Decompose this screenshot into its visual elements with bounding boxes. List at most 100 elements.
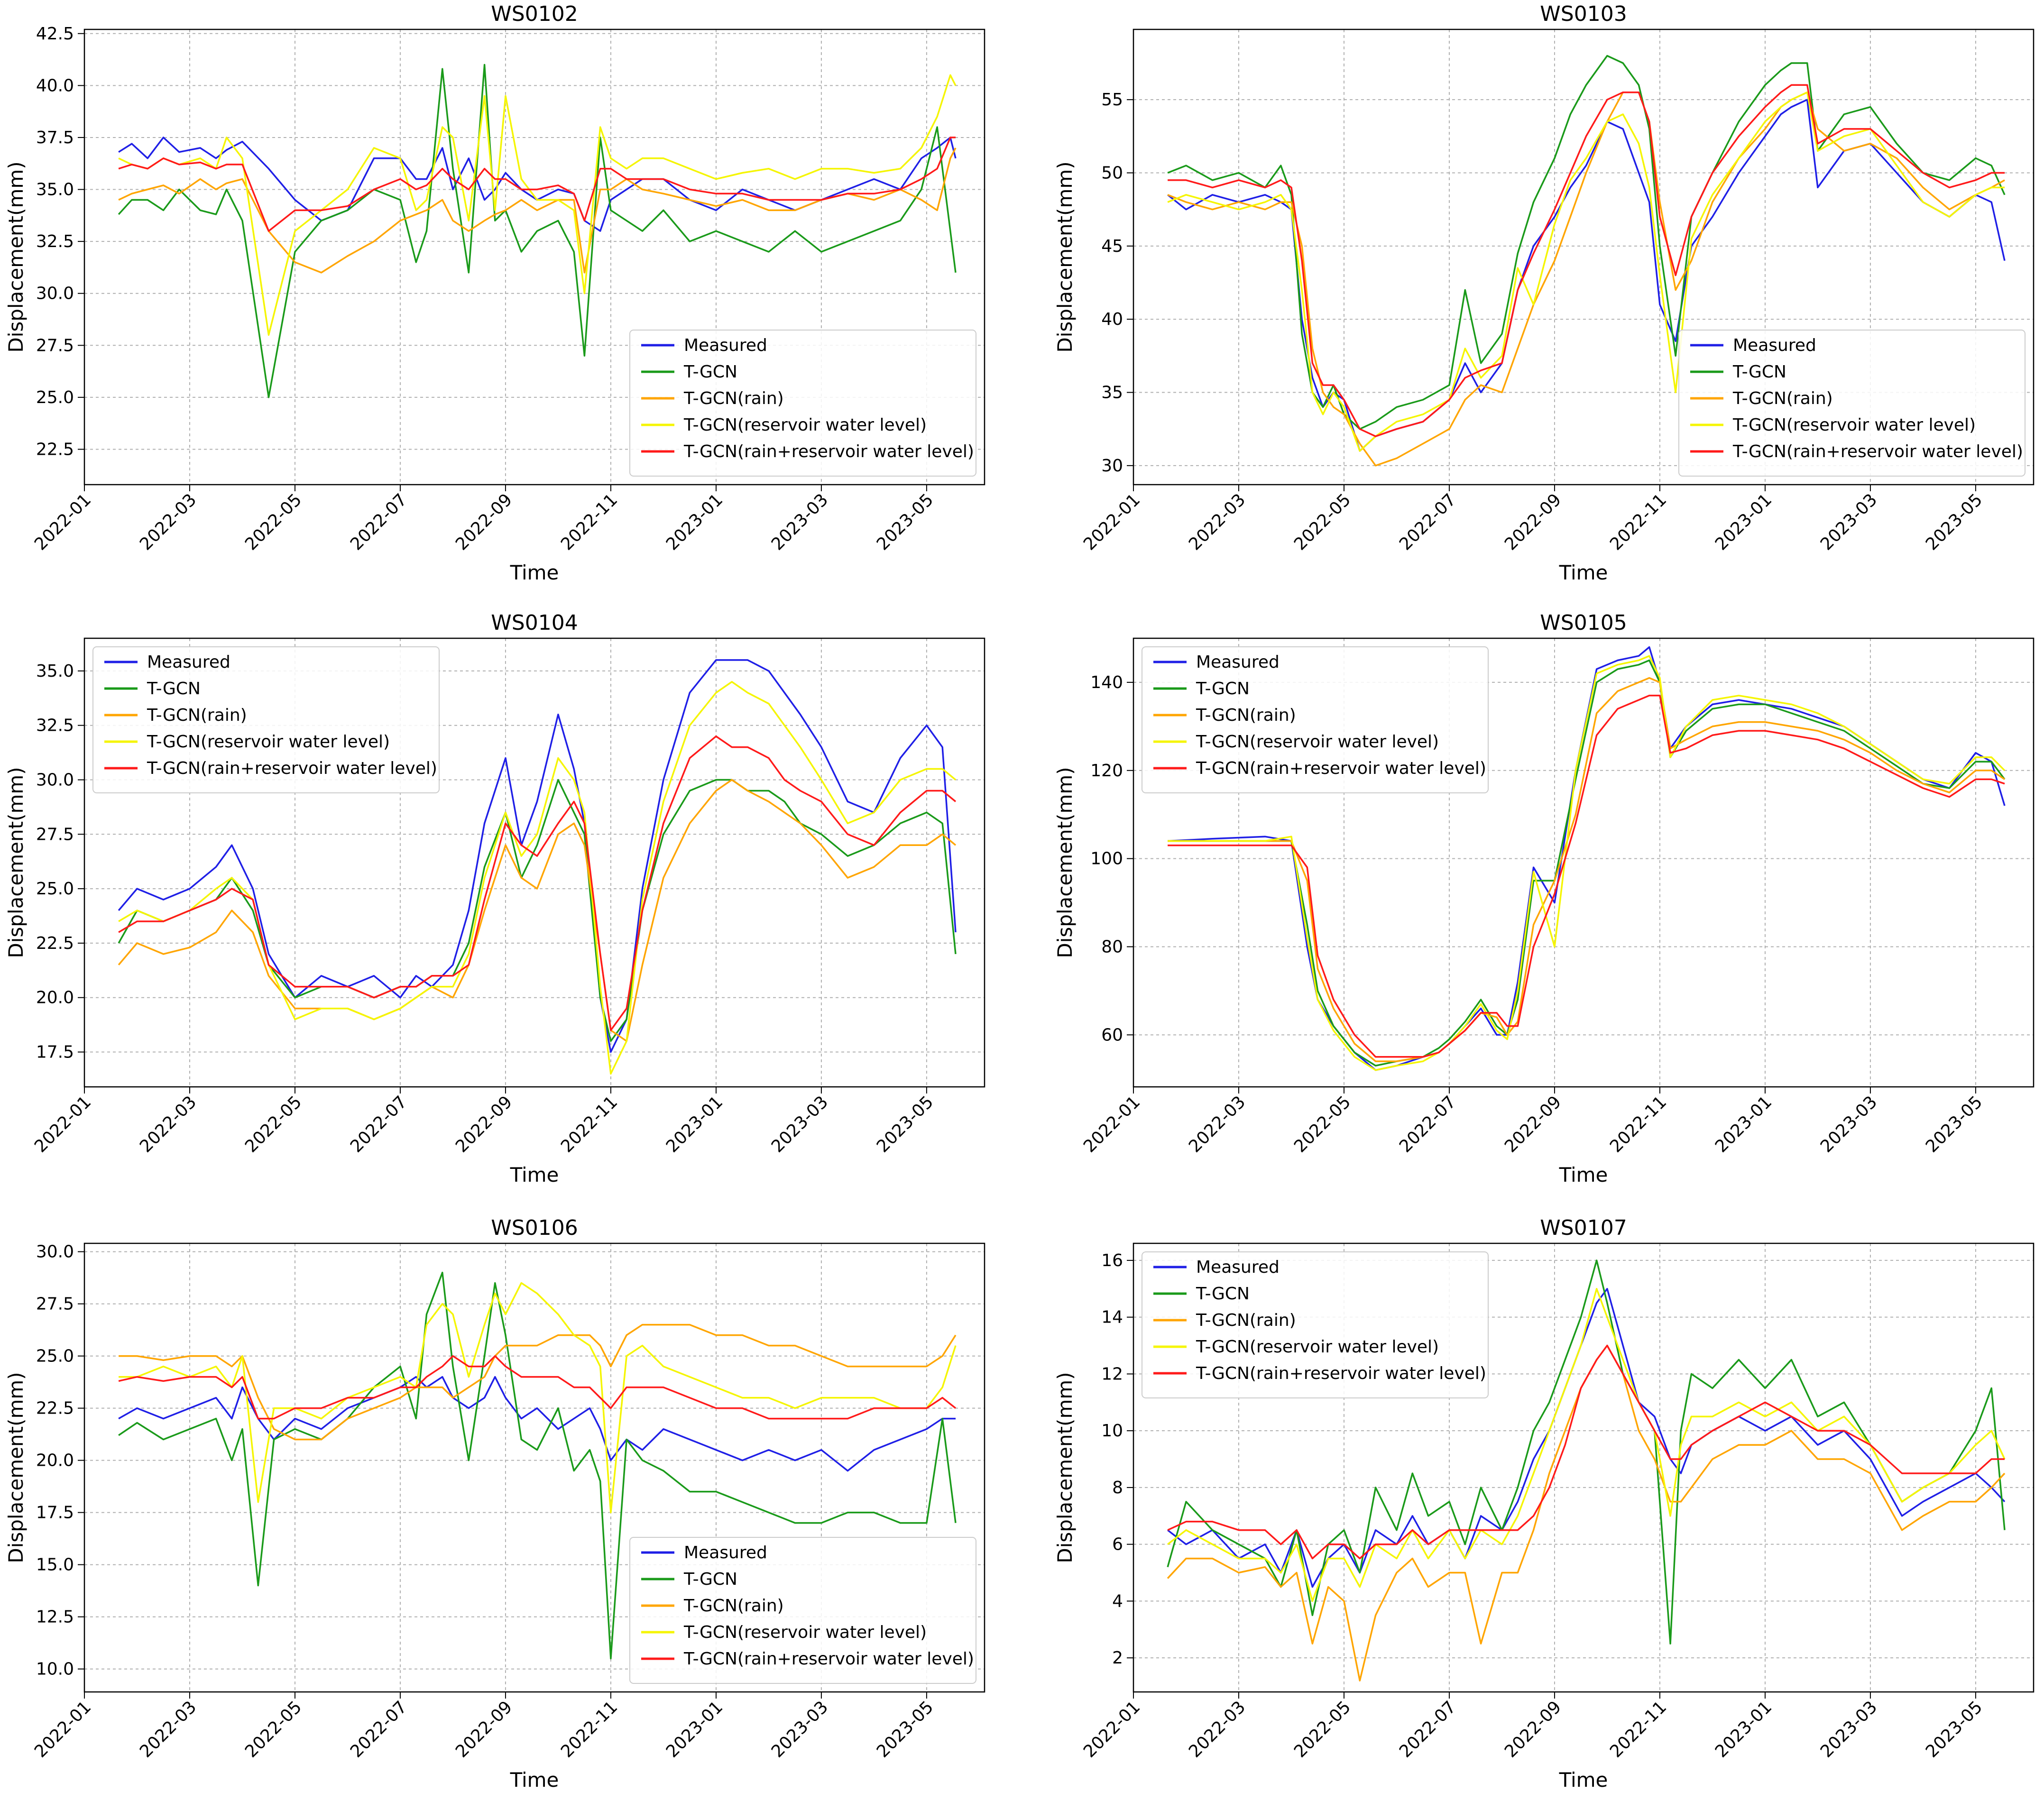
y-tick-label: 100 (1090, 849, 1123, 869)
y-tick-label: 12 (1101, 1364, 1123, 1384)
series-line-t-gcn (1168, 659, 2006, 1067)
x-axis-label: Time (1559, 1768, 1608, 1792)
series-line-t-gcn-rain (118, 147, 957, 274)
y-tick-label: 27.5 (36, 825, 74, 844)
y-tick-label: 8 (1112, 1478, 1123, 1498)
legend: Measured T-GCN T-GCN(rain) T-GCN(reservoir … (629, 330, 976, 477)
y-tick-label: 6 (1112, 1535, 1123, 1554)
legend-box (1678, 330, 2026, 477)
chart-title: WS0107 (1540, 1216, 1627, 1240)
series-group (1168, 646, 2006, 1071)
legend-box (92, 646, 440, 793)
legend-label: T-GCN(reservoir water level) (1196, 1337, 1439, 1357)
legend-label: T-GCN(rain+reservoir water level) (1196, 1364, 1486, 1383)
y-tick-label: 40.0 (36, 76, 74, 95)
series-line-t-gcn-rain (1167, 91, 2005, 467)
y-tick-label: 16 (1101, 1251, 1123, 1270)
series-line-t-gcn-reservoir-water-level (1167, 1288, 2006, 1602)
series-line-t-gcn-rain (1167, 1344, 2006, 1682)
y-tick-label: 140 (1090, 673, 1123, 692)
legend-label: T-GCN(rain) (1732, 389, 1833, 408)
plot-frame (1132, 1242, 2035, 1693)
legend-label: T-GCN(rain) (683, 1596, 784, 1616)
y-tick-label: 30.0 (36, 284, 74, 303)
series-group (118, 64, 957, 398)
y-tick-label: 22.5 (36, 934, 74, 953)
y-tick-label: 40 (1101, 310, 1123, 329)
series-line-t-gcn-reservoir-water-level (119, 1282, 957, 1514)
y-tick-label: 4 (1112, 1591, 1123, 1611)
y-tick-label: 35.0 (36, 180, 74, 200)
legend-label: T-GCN (683, 1570, 737, 1589)
legend-label: T-GCN(rain+reservoir water level) (683, 1649, 974, 1669)
y-axis-label: Displacement(mm) (1053, 767, 1077, 958)
y-tick-label: 22.5 (36, 1399, 74, 1418)
y-tick-label: 37.5 (36, 128, 74, 147)
legend-label: T-GCN(rain+reservoir water level) (1196, 759, 1486, 778)
y-tick-label: 22.5 (36, 440, 74, 459)
y-axis: 10.0 12.5 15.0 17.5 20.0 22.5 25.0 27.5 30.0 (36, 1242, 985, 1679)
series-line-t-gcn-rain-reservoir-water-level (1168, 84, 2005, 437)
plot-frame (83, 637, 985, 1088)
x-axis-label: Time (1559, 1163, 1608, 1186)
series-line-t-gcn-reservoir-water-level (1167, 91, 2005, 452)
legend-label: T-GCN(reservoir water level) (1196, 732, 1439, 752)
legend-label: T-GCN(rain+reservoir water level) (683, 442, 974, 461)
legend-label: T-GCN (683, 362, 737, 382)
chart-title: WS0104 (491, 611, 578, 635)
legend-label: T-GCN(reservoir water level) (683, 415, 927, 435)
legend-label: T-GCN (1732, 362, 1786, 382)
y-tick-label: 30.0 (36, 770, 74, 790)
y-tick-label: 45 (1101, 237, 1123, 256)
legend-label: T-GCN(rain) (1196, 706, 1296, 725)
y-tick-label: 30 (1101, 456, 1123, 476)
y-tick-label: 14 (1101, 1308, 1123, 1327)
series-line-t-gcn-rain (119, 1323, 957, 1441)
y-axis-label: Displacement(mm) (1053, 1372, 1077, 1563)
legend-label: Measured (684, 1543, 767, 1562)
legend-box (629, 330, 976, 477)
y-tick-label: 20.0 (36, 1451, 74, 1470)
x-axis-label: Time (510, 561, 559, 584)
x-axis-label: Time (1559, 561, 1608, 584)
series-line-t-gcn-rain-reservoir-water-level (118, 735, 957, 1031)
x-axis-label: Time (510, 1163, 559, 1186)
legend: Measured T-GCN T-GCN(rain) T-GCN(reservoir … (1678, 330, 2026, 477)
y-axis-label: Displacement(mm) (1053, 161, 1077, 352)
series-line-t-gcn-rain (1168, 677, 2005, 1062)
legend-label: Measured (147, 652, 230, 672)
y-tick-label: 80 (1101, 937, 1123, 956)
series-group (118, 659, 957, 1075)
chart-title: WS0105 (1540, 611, 1627, 635)
y-tick-label: 25.0 (36, 388, 74, 407)
plot-frame (83, 28, 985, 486)
legend: Measured T-GCN T-GCN(rain) T-GCN(reservoir … (1142, 1251, 1489, 1398)
series-line-t-gcn-rain-reservoir-water-level (1167, 1344, 2005, 1560)
legend-box (1142, 1251, 1489, 1398)
series-group (1167, 55, 2006, 467)
legend: Measured T-GCN T-GCN(rain) T-GCN(reservoir … (629, 1537, 976, 1684)
legend-label: Measured (1196, 652, 1280, 672)
legend-label: T-GCN (1196, 679, 1250, 698)
series-line-t-gcn-rain-reservoir-water-level (1168, 695, 2005, 1058)
chart-title: WS0103 (1540, 2, 1627, 26)
y-tick-label: 32.5 (36, 716, 74, 735)
y-tick-label: 10 (1101, 1421, 1123, 1441)
series-group (1167, 1259, 2006, 1682)
legend: Measured T-GCN T-GCN(rain) T-GCN(reservoir … (1142, 646, 1489, 793)
y-tick-label: 10.0 (36, 1660, 74, 1679)
legend-label: T-GCN(reservoir water level) (1732, 415, 1976, 435)
y-tick-label: 60 (1101, 1025, 1123, 1045)
legend-label: T-GCN(reservoir water level) (147, 732, 390, 752)
series-line-t-gcn (118, 1271, 957, 1660)
series-group (118, 1271, 957, 1660)
plot-frame (83, 1242, 985, 1693)
series-line-t-gcn-reservoir-water-level (1168, 655, 2006, 1071)
y-axis-label: Displacement(mm) (4, 767, 28, 958)
y-tick-label: 27.5 (36, 336, 74, 355)
legend-label: Measured (1196, 1258, 1280, 1277)
